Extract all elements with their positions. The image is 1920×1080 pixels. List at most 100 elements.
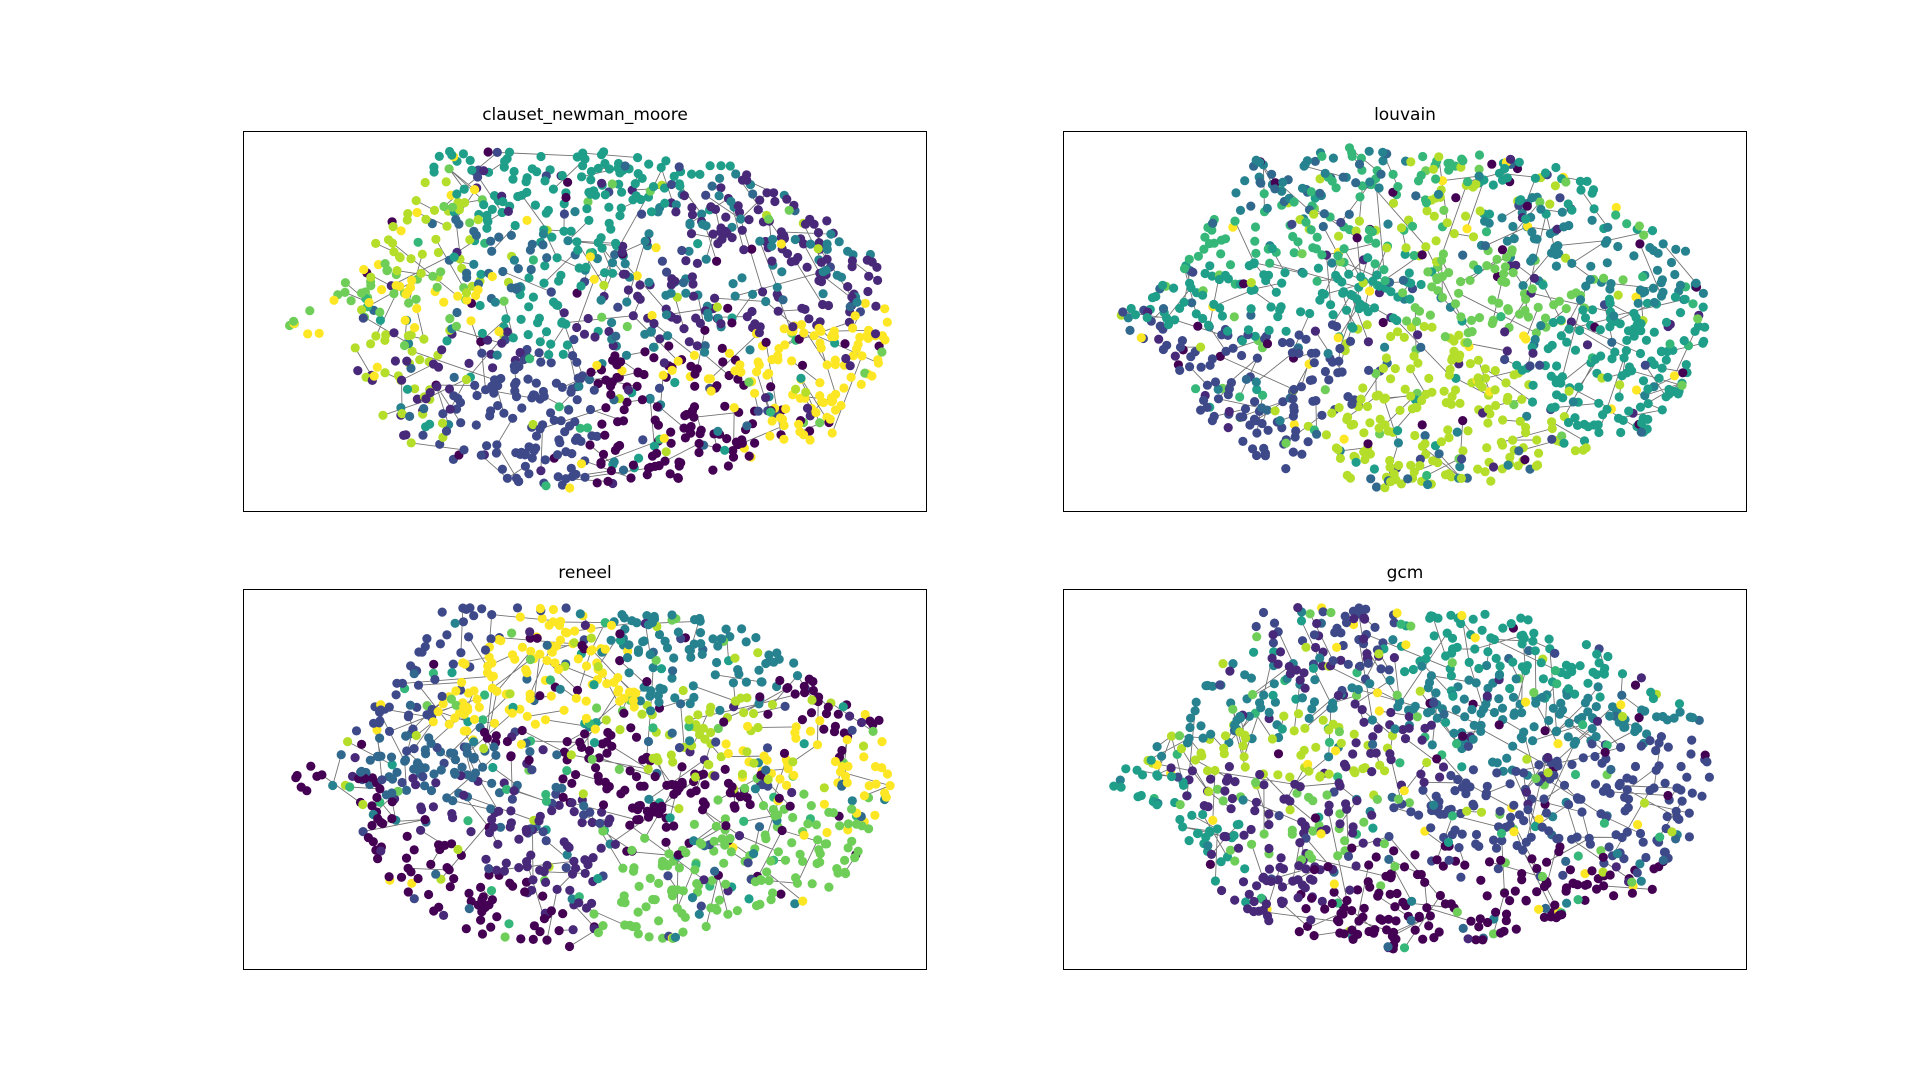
graph-node: [369, 718, 379, 728]
graph-node: [1505, 779, 1515, 789]
graph-node: [1590, 354, 1600, 364]
graph-node: [1249, 906, 1259, 917]
graph-node: [1362, 401, 1373, 412]
graph-node: [773, 306, 783, 316]
graph-node: [1166, 763, 1176, 773]
graph-node: [666, 750, 676, 760]
graph-node: [633, 169, 643, 179]
graph-node: [1447, 830, 1457, 840]
graph-node: [1303, 437, 1313, 447]
graph-node: [597, 243, 607, 253]
graph-node: [1399, 862, 1410, 872]
graph-node: [1299, 668, 1309, 678]
graph-node: [1674, 699, 1685, 709]
graph-node: [401, 289, 411, 299]
graph-node: [594, 753, 604, 763]
graph-node: [808, 676, 818, 687]
graph-node: [1175, 342, 1186, 352]
graph-node: [426, 738, 436, 748]
graph-node: [1528, 636, 1538, 646]
graph-node: [554, 402, 564, 412]
graph-node: [818, 267, 828, 277]
graph-node: [615, 725, 625, 735]
graph-node: [1246, 304, 1256, 314]
graph-node: [1349, 729, 1359, 739]
graph-node: [1471, 179, 1481, 189]
graph-node: [1505, 683, 1515, 694]
graph-node: [614, 764, 624, 774]
graph-node: [1281, 438, 1291, 448]
graph-node: [435, 639, 445, 649]
graph-node: [696, 901, 706, 911]
graph-node: [635, 696, 645, 706]
graph-node: [1447, 391, 1457, 402]
graph-node: [411, 294, 421, 304]
graph-node: [1473, 373, 1483, 383]
graph-node: [497, 464, 507, 474]
graph-node: [713, 795, 723, 805]
graph-node: [796, 320, 807, 330]
graph-node: [1250, 222, 1261, 232]
graph-node: [336, 750, 346, 760]
graph-node: [539, 914, 549, 924]
graph-node: [357, 739, 367, 749]
graph-node: [1679, 336, 1689, 346]
graph-node: [1167, 771, 1177, 782]
graph-node: [772, 282, 782, 292]
graph-node: [825, 414, 835, 424]
graph-node: [577, 818, 587, 828]
graph-node: [552, 450, 563, 460]
graph-node: [372, 792, 382, 803]
graph-node: [1193, 251, 1203, 261]
graph-node: [1432, 275, 1442, 285]
graph-node: [710, 771, 720, 781]
graph-node: [1649, 327, 1659, 337]
graph-node: [1516, 613, 1526, 623]
graph-node: [585, 252, 595, 262]
graph-node: [1412, 712, 1422, 722]
graph-node: [596, 843, 606, 853]
graph-node: [431, 234, 441, 244]
graph-node: [1503, 460, 1513, 470]
graph-node: [1558, 870, 1568, 880]
graph-node: [1410, 430, 1420, 441]
graph-node: [577, 640, 587, 650]
graph-node: [818, 397, 829, 408]
graph-node: [1413, 176, 1424, 186]
graph-node: [557, 382, 567, 392]
graph-node: [1456, 872, 1466, 882]
graph-node: [1602, 740, 1612, 750]
graph-node: [726, 196, 736, 207]
graph-node: [421, 214, 431, 224]
graph-node: [1488, 757, 1498, 767]
graph-node: [1466, 315, 1477, 325]
graph-node: [1308, 396, 1318, 406]
graph-node: [1341, 762, 1351, 772]
graph-node: [757, 780, 767, 790]
graph-node: [1225, 845, 1236, 855]
graph-node: [1526, 256, 1536, 266]
graph-node: [1398, 288, 1408, 298]
graph-node: [592, 254, 602, 264]
graph-node: [1441, 651, 1451, 661]
graph-node: [1315, 295, 1325, 305]
graph-node: [1529, 273, 1539, 283]
graph-node: [776, 889, 786, 899]
graph-node: [725, 161, 735, 171]
graph-node: [653, 420, 663, 430]
graph-node: [1570, 345, 1581, 355]
graph-node: [465, 155, 475, 165]
graph-node: [1307, 704, 1317, 714]
graph-node: [464, 888, 474, 898]
graph-node: [813, 244, 823, 254]
graph-node: [1297, 449, 1307, 459]
graph-node: [489, 191, 500, 201]
graph-node: [1301, 904, 1311, 914]
graph-node: [1547, 423, 1557, 434]
graph-node: [1427, 740, 1437, 750]
graph-node: [1407, 221, 1418, 231]
graph-node: [674, 804, 684, 814]
graph-node: [644, 277, 654, 287]
graph-node: [346, 296, 356, 306]
graph-node: [1587, 305, 1598, 315]
